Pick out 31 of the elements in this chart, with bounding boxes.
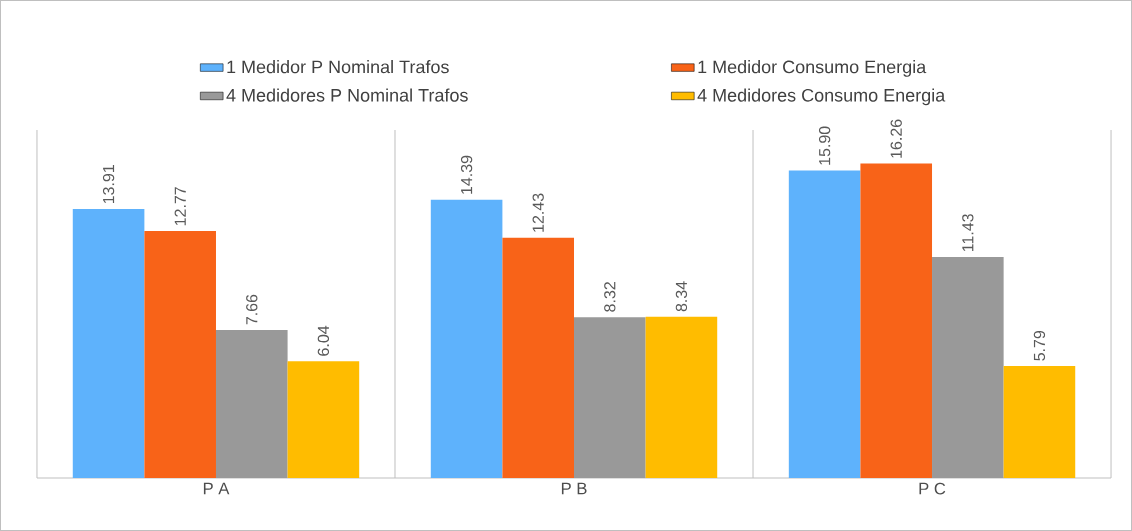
data-label: 8.34 bbox=[675, 281, 688, 312]
bar bbox=[430, 199, 503, 478]
data-label: 11.43 bbox=[962, 214, 974, 252]
bar bbox=[932, 257, 1004, 478]
data-label: 12.43 bbox=[532, 193, 544, 232]
bar bbox=[788, 170, 861, 478]
legend-label: 1 Medidor Consumo Energia bbox=[698, 60, 927, 77]
legend-label: 4 Medidores Consumo Energia bbox=[697, 88, 946, 106]
bar bbox=[502, 237, 575, 478]
bar bbox=[287, 361, 360, 478]
data-label: 8.32 bbox=[604, 282, 616, 312]
bar bbox=[215, 329, 288, 478]
bar bbox=[574, 317, 646, 478]
data-label: 7.66 bbox=[246, 294, 258, 325]
bar bbox=[645, 316, 718, 478]
bar bbox=[1003, 366, 1076, 478]
bar bbox=[860, 163, 933, 478]
x-tick-label: P C bbox=[919, 482, 946, 495]
bar bbox=[72, 209, 145, 478]
data-label: 5.79 bbox=[1033, 330, 1046, 361]
data-label: 15.90 bbox=[818, 126, 831, 165]
data-label: 14.39 bbox=[460, 155, 473, 194]
x-tick-label: P B bbox=[561, 482, 587, 495]
data-label: 16.26 bbox=[890, 119, 902, 158]
data-label: 12.77 bbox=[174, 187, 186, 226]
bar bbox=[144, 231, 216, 478]
data-label: 13.91 bbox=[102, 165, 115, 204]
legend-label: 1 Medidor P Nominal Trafos bbox=[227, 60, 449, 74]
x-tick-label: P A bbox=[203, 482, 230, 495]
legend-label: 4 Medidores P Nominal Trafos bbox=[226, 88, 468, 102]
data-label: 6.04 bbox=[317, 325, 330, 356]
